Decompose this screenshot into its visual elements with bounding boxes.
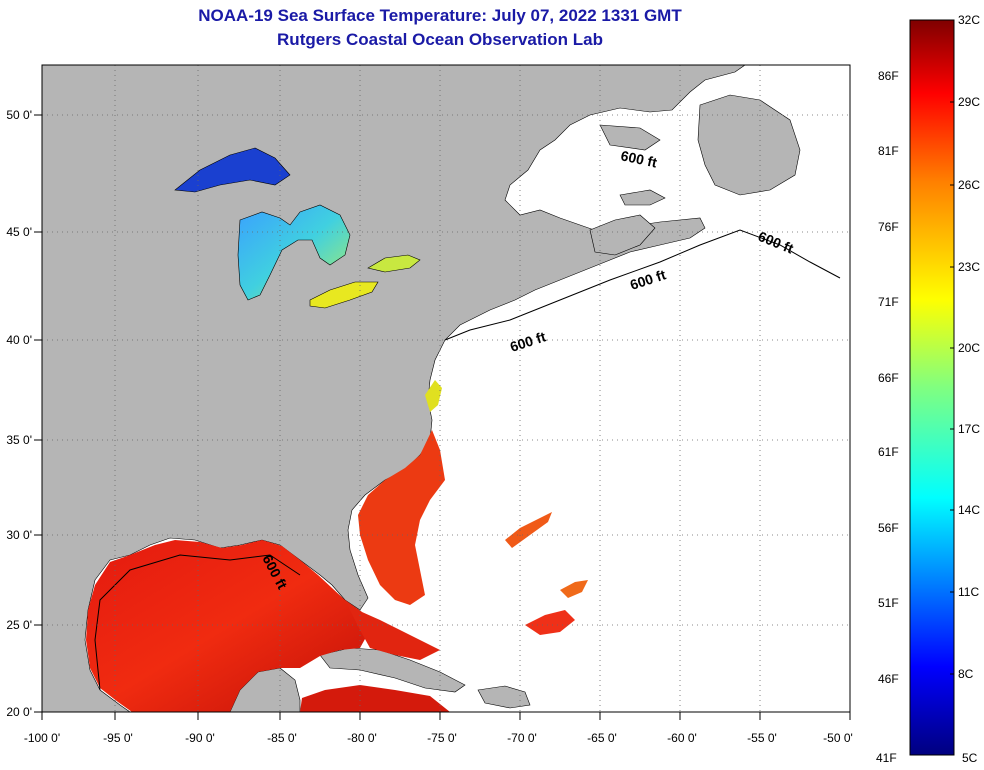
lon-label: -95 0' xyxy=(103,731,133,745)
colorbar-c-label: 26C xyxy=(958,178,980,192)
colorbar-c-label: 20C xyxy=(958,341,980,355)
isobath-contour xyxy=(444,229,841,341)
lon-label: -90 0' xyxy=(185,731,215,745)
sst-offshore-patch-3 xyxy=(525,610,575,635)
longitude-labels: -100 0' -95 0' -90 0' -85 0' -80 0' -75 … xyxy=(24,731,853,745)
colorbar-f-label: 51F xyxy=(878,596,899,610)
colorbar-c-label: 29C xyxy=(958,95,980,109)
lon-label: -60 0' xyxy=(667,731,697,745)
colorbar-c-label: 11C xyxy=(958,585,979,599)
colorbar-c-label: 32C xyxy=(958,13,980,27)
sst-atlantic-coast xyxy=(358,430,445,605)
lake-ontario xyxy=(367,254,421,273)
lat-label: 20 0' xyxy=(6,705,32,719)
colorbar-c-label: 5C xyxy=(962,751,978,765)
lake-michigan-huron xyxy=(237,204,351,301)
lat-label: 35 0' xyxy=(6,433,32,447)
map-frame xyxy=(41,64,851,713)
lon-label: -50 0' xyxy=(823,731,853,745)
depth-label: 600 ft xyxy=(619,147,658,170)
lon-label: -70 0' xyxy=(507,731,537,745)
sst-caribbean xyxy=(300,685,450,712)
sst-straits xyxy=(345,600,440,660)
colorbar-c-label: 17C xyxy=(958,422,980,436)
colorbar-f-label: 76F xyxy=(878,220,899,234)
lon-label: -80 0' xyxy=(347,731,377,745)
land-pei xyxy=(619,189,666,206)
colorbar-f-label: 61F xyxy=(878,445,899,459)
lon-label: -55 0' xyxy=(747,731,777,745)
land-nova-scotia xyxy=(589,214,656,256)
colorbar-c-label: 8C xyxy=(958,667,974,681)
map-title: NOAA-19 Sea Surface Temperature: July 07… xyxy=(198,6,682,25)
colorbar-c-label: 23C xyxy=(958,260,980,274)
colorbar-f-label: 46F xyxy=(878,672,899,686)
colorbar-gradient xyxy=(909,19,955,756)
tick-marks xyxy=(34,114,851,720)
lon-label: -65 0' xyxy=(587,731,617,745)
lat-label: 30 0' xyxy=(6,528,32,542)
colorbar-c-label: 14C xyxy=(958,503,980,517)
land-hispaniola xyxy=(477,685,531,709)
land-gaspe xyxy=(599,124,661,151)
lat-label: 50 0' xyxy=(6,108,32,122)
lat-label: 45 0' xyxy=(6,225,32,239)
sst-gulf-of-mexico xyxy=(86,540,370,712)
land-north-america xyxy=(41,64,746,713)
map-subtitle: Rutgers Coastal Ocean Observation Lab xyxy=(277,30,603,49)
colorbar-f-label: 41F xyxy=(876,751,897,765)
lon-label: -85 0' xyxy=(267,731,297,745)
sst-offshore-patch-2 xyxy=(560,580,588,598)
colorbar-f-label: 86F xyxy=(878,69,899,83)
isobath-contour-gulf xyxy=(94,554,301,691)
land-newfoundland xyxy=(697,94,801,196)
sst-offshore-patch-1 xyxy=(505,512,552,548)
colorbar-f-label: 66F xyxy=(878,371,899,385)
lat-label: 25 0' xyxy=(6,618,32,632)
colorbar-f-label: 56F xyxy=(878,521,899,535)
latitude-labels: 50 0' 45 0' 40 0' 35 0' 30 0' 25 0' 20 0… xyxy=(6,108,32,719)
lake-superior xyxy=(174,147,291,193)
colorbar-f-label: 81F xyxy=(878,144,899,158)
land-cuba xyxy=(319,647,466,693)
lake-erie xyxy=(309,281,379,309)
color-legend: 32C 29C 26C 23C 20C 17C 14C 11C 8C 5C 86… xyxy=(876,13,980,765)
lat-label: 40 0' xyxy=(6,333,32,347)
lon-label: -75 0' xyxy=(427,731,457,745)
colorbar-f-label: 71F xyxy=(878,295,899,309)
lon-label: -100 0' xyxy=(24,731,60,745)
sst-chesapeake xyxy=(425,380,442,412)
